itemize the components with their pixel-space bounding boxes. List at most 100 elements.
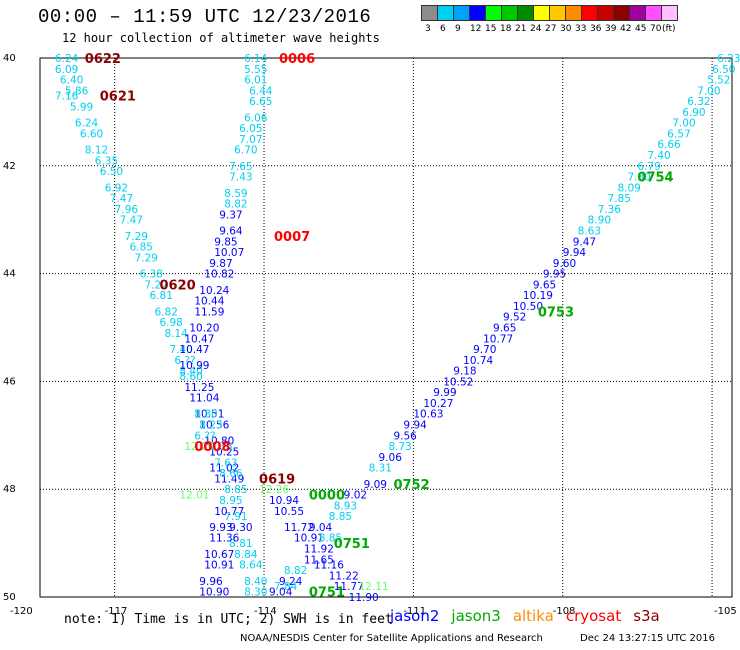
legend-label: 70 <box>650 24 662 34</box>
lat-tick-label: 48 <box>3 484 16 495</box>
wave-height-value: 10.82 <box>204 269 234 281</box>
wave-height-value: 6.90 <box>682 107 705 119</box>
wave-height-value: 8.30 <box>244 587 267 599</box>
satellite-label: jason2 <box>390 607 440 625</box>
wave-height-value: 6.66 <box>657 139 681 151</box>
wave-height-value: 8.31 <box>369 463 392 475</box>
wave-height-value: 8.80 <box>194 409 217 421</box>
wave-height-value: 6.01 <box>244 75 267 87</box>
legend-unit: (ft) <box>662 24 676 34</box>
wave-height-value: 6.60 <box>80 128 103 140</box>
color-scale-legend: 3 6 9 12 15 18 21 24 27 30 33 36 39 42 45 70 (ft) <box>421 5 678 35</box>
wave-height-value: 6.24 <box>75 118 99 130</box>
legend-label: 15 <box>485 24 497 34</box>
lon-tick-label: -117 <box>105 606 128 617</box>
wave-height-value-high: 12.26 <box>259 484 289 496</box>
wave-height-value: 7.00 <box>672 118 695 130</box>
generated-timestamp: Dec 24 13:27:15 UTC 2016 <box>580 633 715 644</box>
wave-height-value: 10.20 <box>189 323 219 335</box>
wave-height-value: 5.99 <box>70 102 93 114</box>
wave-height-value: 11.22 <box>329 570 359 582</box>
wave-height-value: 11.92 <box>304 543 334 555</box>
wave-height-value: 10.91 <box>294 533 324 545</box>
wave-height-value: 6.?? <box>194 430 215 442</box>
wave-height-value: 7.35 <box>209 441 232 453</box>
wave-height-value: 10.91 <box>204 560 234 572</box>
wave-height-value: 10.47 <box>184 333 214 345</box>
lat-tick-label: 42 <box>3 161 16 172</box>
legend-label: 21 <box>515 24 527 34</box>
pass-time-label: 0754 <box>637 171 673 186</box>
wave-height-value: 10.27 <box>423 398 453 410</box>
satellite-label: s3a <box>633 607 660 625</box>
lon-tick-label: -108 <box>553 606 576 617</box>
wave-height-value: 6.35 <box>95 155 118 167</box>
wave-height-value: 10.56 <box>199 420 229 432</box>
wave-height-value: 11.02 <box>209 463 239 475</box>
wave-height-value: 8.09 <box>617 182 640 194</box>
wave-height-value: 7.84 <box>274 581 298 593</box>
wave-height-value: 8.85 <box>224 484 247 496</box>
wave-height-value: 9.64 <box>219 225 243 237</box>
wave-height-value: 10.67 <box>204 549 234 561</box>
wave-height-value: 9.56 <box>393 430 417 442</box>
wave-height-value: 7.40 <box>169 344 192 356</box>
wave-height-value: 9.99 <box>433 387 456 399</box>
lat-tick-label: 40 <box>3 53 16 64</box>
wave-height-value: 6.?? <box>174 355 195 367</box>
wave-height-value: 10.90 <box>199 587 229 599</box>
wave-height-value: 8.95 <box>219 495 242 507</box>
wave-height-value: 10.80 <box>204 436 234 448</box>
legend-label: 27 <box>545 24 557 34</box>
wave-height-value: 6.82 <box>155 306 178 318</box>
wave-height-value: 6.14 <box>244 53 268 65</box>
wave-height-value: 10.24 <box>199 285 229 297</box>
wave-height-value: 8.23 <box>199 420 222 432</box>
wave-height-value: 9.09 <box>364 479 387 491</box>
legend-label: 9 <box>455 24 461 34</box>
wave-height-value: 6.65 <box>249 96 272 108</box>
wave-height-value: 7.36 <box>598 204 622 216</box>
legend-label: 18 <box>500 24 512 34</box>
wave-height-value: 8.59 <box>224 188 247 200</box>
legend-labels: 3 6 9 12 15 18 21 24 27 30 33 36 39 42 45 70 (ft) <box>421 21 677 35</box>
lon-tick-label: -105 <box>714 606 737 617</box>
wave-height-value: 11.16 <box>314 560 344 572</box>
lon-tick-label: -120 <box>10 606 33 617</box>
wave-height-value: 6.44 <box>249 85 273 97</box>
wave-height-value: 7.00 <box>697 85 720 97</box>
wave-height-value: 9.18 <box>453 366 476 378</box>
wave-height-value: 11.25 <box>184 382 214 394</box>
pass-time-label: 0753 <box>538 305 574 320</box>
wave-height-value: 6.23 <box>717 53 740 65</box>
credit-line: NOAA/NESDIS Center for Satellite Applica… <box>240 633 543 644</box>
pass-time-label: 0751 <box>334 537 370 552</box>
pass-time-label: 0619 <box>259 472 295 487</box>
wave-height-value: 8.85 <box>319 533 342 545</box>
wave-height-value: 6.70 <box>234 145 257 157</box>
wave-height-value: 11.04 <box>189 393 219 405</box>
wave-height-value: 7.85 <box>608 193 631 205</box>
wave-height-value: 10.19 <box>523 290 553 302</box>
wave-height-value: 8.93 <box>334 500 357 512</box>
legend-swatch <box>661 5 678 21</box>
wave-height-value: 8.40 <box>244 576 267 588</box>
wave-height-value: 9.85 <box>214 236 237 248</box>
wave-height-value: 8.90 <box>588 215 611 227</box>
wave-height-value: 9.70 <box>473 344 496 356</box>
wave-height-value: 7.22 <box>145 279 168 291</box>
wave-height-value: 7.16 <box>55 91 79 103</box>
wave-height-value: 6.05 <box>239 123 262 135</box>
wave-height-value: 6.50 <box>100 166 123 178</box>
satellite-label: cryosat <box>565 607 622 625</box>
wave-height-value: 9.96 <box>199 576 223 588</box>
lon-tick-label: -111 <box>403 606 426 617</box>
wave-height-value: 8.66 <box>219 468 243 480</box>
pass-time-label: 0620 <box>159 278 195 293</box>
satellite-legend: jason2 jason3 altika cryosat s3a <box>390 607 672 625</box>
lat-tick-label: 50 <box>3 592 16 603</box>
pass-time-label: 0752 <box>393 478 429 493</box>
wave-height-value: 6.32 <box>687 96 710 108</box>
wave-height-value: 9.65 <box>493 323 516 335</box>
